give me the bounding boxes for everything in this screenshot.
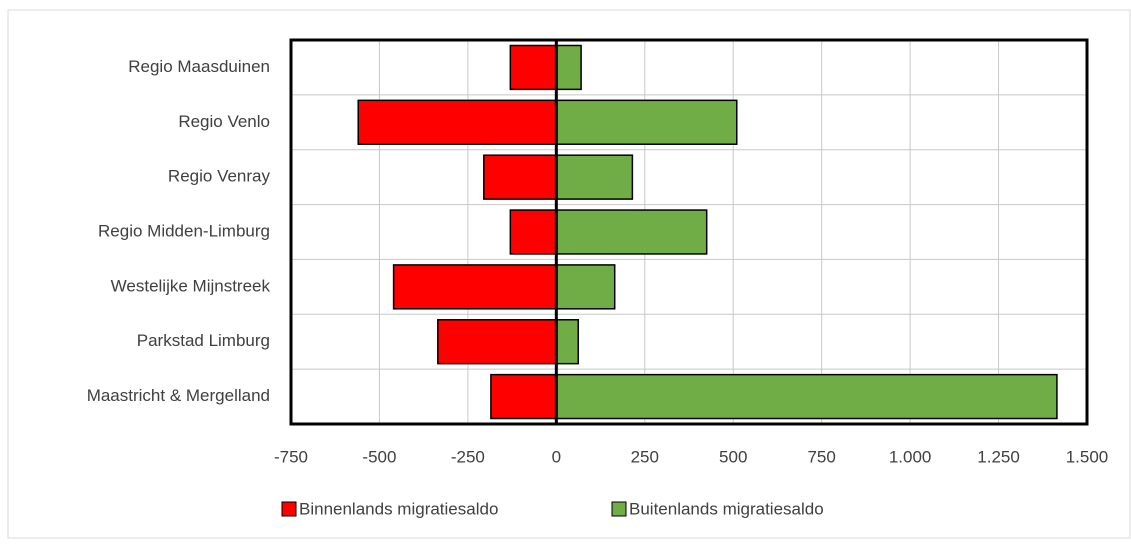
x-tick-label: 1.500 [1066,447,1109,466]
x-tick-label: -250 [451,447,485,466]
legend-label: Binnenlands migratiesaldo [299,499,498,518]
y-tick-label: Regio Venray [168,167,271,186]
bar [555,373,1058,420]
plot-border [289,38,1089,426]
x-tick-label: 500 [719,447,747,466]
x-tick-label: 750 [807,447,835,466]
y-tick-label: Regio Venlo [178,112,270,131]
x-tick-label: -500 [362,447,396,466]
x-tick-label: -750 [274,447,308,466]
legend-label: Buitenlands migratiesaldo [629,499,824,518]
y-tick-label: Parkstad Limburg [137,331,270,350]
bar [555,209,708,255]
bar [509,209,558,255]
y-tick-label: Maastricht & Mergelland [87,386,270,405]
bar [357,99,558,145]
bar [509,44,558,91]
bar [490,373,558,420]
x-tick-label: 0 [552,447,561,466]
x-tick-label: 250 [631,447,659,466]
legend-swatch [611,501,627,517]
legend-swatch [281,501,297,517]
y-tick-label: Regio Maasduinen [128,57,270,76]
y-tick-label: Westelijke Mijnstreek [111,276,271,295]
x-tick-label: 1.000 [889,447,932,466]
x-tick-label: 1.250 [977,447,1020,466]
bar [392,264,558,310]
bar [555,319,580,365]
bar [555,264,616,310]
bar [555,154,634,200]
bar [555,99,738,145]
y-tick-label: Regio Midden-Limburg [98,221,270,240]
bar [555,44,582,91]
bar [483,154,558,200]
bar [437,319,558,365]
